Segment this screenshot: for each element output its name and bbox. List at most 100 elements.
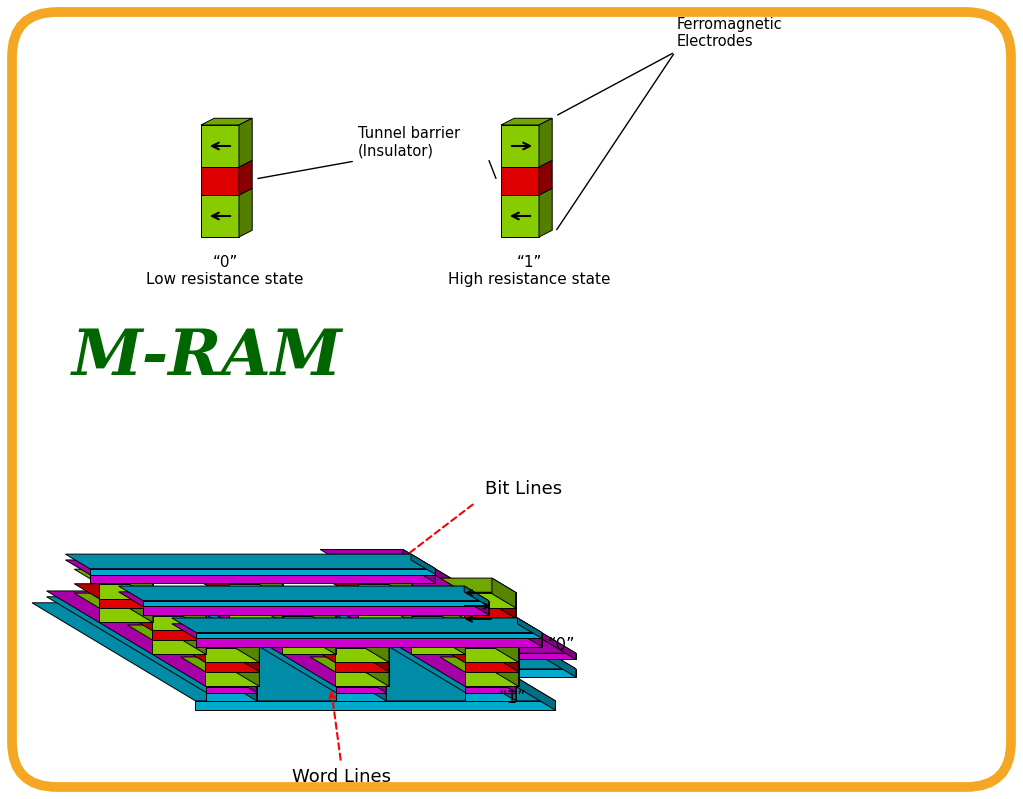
Polygon shape [358,608,412,622]
Polygon shape [356,591,516,693]
Polygon shape [75,584,153,598]
Polygon shape [228,608,282,622]
Polygon shape [128,625,207,640]
Polygon shape [440,648,519,662]
Polygon shape [201,167,239,195]
Polygon shape [306,597,516,693]
Polygon shape [387,616,465,630]
Polygon shape [440,604,516,618]
Polygon shape [99,598,153,608]
Polygon shape [128,601,207,616]
Polygon shape [310,648,389,662]
Polygon shape [176,597,387,693]
Polygon shape [258,593,282,622]
Polygon shape [206,662,260,672]
FancyBboxPatch shape [12,12,1011,787]
Polygon shape [206,672,260,686]
Polygon shape [227,591,387,693]
Polygon shape [441,625,465,654]
Polygon shape [411,616,465,630]
Polygon shape [464,662,519,672]
Polygon shape [335,662,389,672]
Polygon shape [257,601,336,616]
Polygon shape [99,584,153,598]
Polygon shape [234,657,260,686]
Polygon shape [196,638,542,646]
Polygon shape [257,616,336,630]
Polygon shape [239,189,253,237]
Polygon shape [333,569,412,584]
Polygon shape [310,657,389,672]
Polygon shape [358,598,412,608]
Polygon shape [336,693,387,701]
Polygon shape [99,608,153,622]
Polygon shape [388,584,412,608]
Polygon shape [65,555,436,569]
Text: Ferromagnetic
Electrodes: Ferromagnetic Electrodes [677,17,783,49]
Polygon shape [119,586,489,601]
Polygon shape [356,597,516,701]
Polygon shape [464,648,519,662]
Polygon shape [228,584,282,598]
Polygon shape [128,593,153,622]
Polygon shape [310,633,389,648]
Polygon shape [403,550,576,659]
Polygon shape [320,565,576,669]
Polygon shape [97,597,257,701]
Polygon shape [258,584,282,608]
Polygon shape [181,616,207,640]
Polygon shape [152,640,207,654]
Polygon shape [90,569,436,574]
Polygon shape [411,630,465,640]
Polygon shape [387,601,465,616]
Polygon shape [493,669,576,677]
Polygon shape [204,593,282,608]
Polygon shape [201,189,253,195]
Polygon shape [440,657,519,672]
Polygon shape [128,569,153,598]
Polygon shape [181,648,260,662]
Polygon shape [201,161,253,167]
Polygon shape [501,161,552,167]
Polygon shape [176,591,387,686]
Polygon shape [411,560,436,582]
Polygon shape [311,601,336,630]
Polygon shape [181,633,260,648]
Polygon shape [234,648,260,672]
Polygon shape [320,550,576,654]
Polygon shape [411,555,436,574]
Polygon shape [172,618,542,633]
Text: Bit Lines: Bit Lines [485,480,562,498]
Polygon shape [539,118,552,167]
Polygon shape [228,598,282,608]
Polygon shape [465,693,516,701]
Polygon shape [463,608,516,618]
Polygon shape [335,672,389,686]
Polygon shape [494,648,519,672]
Polygon shape [152,616,207,630]
Polygon shape [539,161,552,195]
Polygon shape [281,616,336,630]
Polygon shape [465,686,516,693]
Polygon shape [539,189,552,237]
Polygon shape [364,633,389,662]
Polygon shape [464,672,519,686]
Polygon shape [75,569,153,584]
Polygon shape [234,633,260,662]
Polygon shape [306,591,516,686]
Polygon shape [518,624,542,646]
Polygon shape [65,560,436,574]
Polygon shape [32,602,555,701]
Polygon shape [388,569,412,598]
Polygon shape [333,584,412,598]
Polygon shape [492,604,516,634]
Polygon shape [201,118,253,125]
Polygon shape [493,654,576,659]
Polygon shape [501,189,552,195]
Polygon shape [281,640,336,654]
Polygon shape [518,618,542,638]
Polygon shape [119,592,489,606]
Polygon shape [440,633,519,648]
Polygon shape [440,594,516,608]
Polygon shape [281,630,336,640]
